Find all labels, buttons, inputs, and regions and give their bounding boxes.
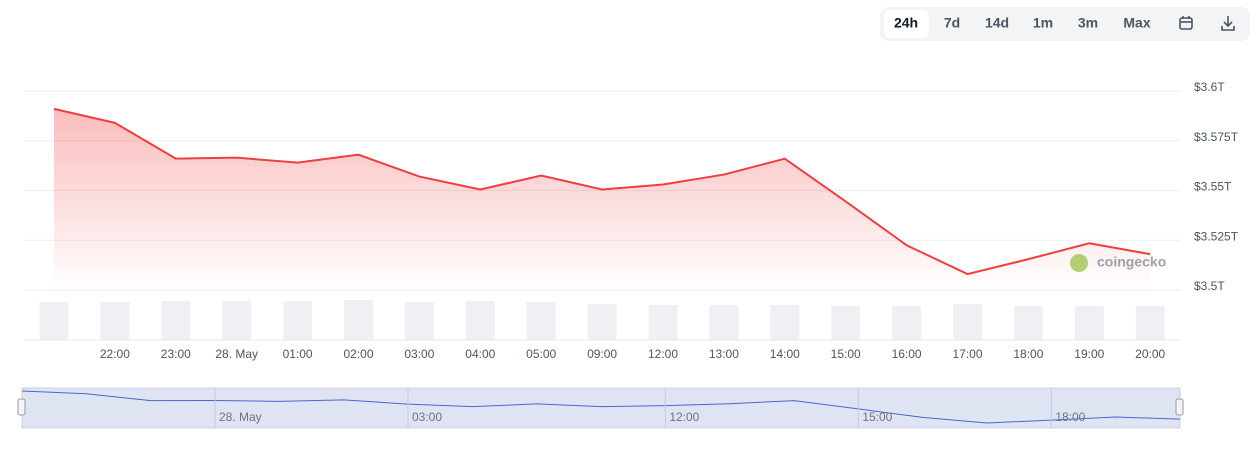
volume-bar (283, 301, 313, 340)
range-button[interactable]: 24h (894, 15, 918, 31)
volume-bar (404, 302, 434, 340)
volume-bar (344, 300, 373, 340)
x-tick-label: 20:00 (1135, 347, 1165, 361)
x-tick-label: 23:00 (161, 347, 191, 361)
range-button[interactable]: 14d (985, 15, 1009, 31)
range-button[interactable]: 3m (1078, 15, 1098, 31)
y-tick-label: $3.5T (1194, 279, 1225, 293)
volume-bar (465, 301, 495, 340)
x-tick-label: 13:00 (709, 347, 739, 361)
x-tick-label: 28. May (215, 347, 258, 361)
active-button-bg (884, 10, 929, 38)
volume-bar (100, 302, 130, 340)
x-tick-label: 02:00 (343, 347, 373, 361)
volume-bar (831, 306, 861, 340)
navigator-label: 18:00 (1055, 410, 1085, 424)
line (53, 107, 1151, 276)
x-tick-label: 18:00 (1013, 347, 1043, 361)
x-tick-label: 22:00 (100, 347, 130, 361)
area (54, 108, 1151, 290)
volume-bar (648, 305, 678, 340)
volume-bar (1013, 306, 1043, 340)
volume-bar (222, 301, 252, 340)
x-tick-label: 05:00 (526, 347, 556, 361)
x-tick-label: 04:00 (465, 347, 495, 361)
range-button[interactable]: Max (1123, 15, 1150, 31)
volume-bar (39, 302, 69, 340)
volume-bar (526, 302, 556, 340)
volume-bar (1074, 306, 1104, 340)
range-selector (880, 7, 1250, 41)
navigator-handle[interactable] (1175, 398, 1184, 416)
volume-bar (709, 305, 739, 340)
x-tick-label: 17:00 (952, 347, 982, 361)
calendar-icon[interactable] (1179, 16, 1193, 30)
volume-bar (1135, 306, 1165, 340)
x-tick-label: 15:00 (831, 347, 861, 361)
volume-bar (953, 304, 982, 340)
x-tick-label: 16:00 (892, 347, 922, 361)
x-tick-label: 03:00 (404, 347, 434, 361)
navigator-label: 15:00 (862, 410, 892, 424)
volume-bar (892, 306, 922, 340)
y-tick-label: $3.525T (1194, 229, 1239, 243)
x-tick-label: 12:00 (648, 347, 678, 361)
range-button[interactable]: 1m (1033, 15, 1053, 31)
x-tick-label: 14:00 (770, 347, 800, 361)
x-tick-label: 01:00 (283, 347, 313, 361)
volume-bar (770, 305, 800, 340)
download-icon[interactable] (1221, 16, 1235, 31)
x-tick-label: 09:00 (587, 347, 617, 361)
range-button[interactable]: 7d (944, 15, 960, 31)
volume-bar (587, 304, 617, 340)
navigator-label: 28. May (219, 410, 262, 424)
navigator-label: 12:00 (669, 410, 699, 424)
y-tick-label: $3.575T (1194, 130, 1239, 144)
volume-bar (161, 301, 191, 340)
navigator-handle[interactable] (17, 398, 26, 416)
y-tick-label: $3.55T (1194, 180, 1232, 194)
navigator-label: 03:00 (412, 410, 442, 424)
x-tick-label: 19:00 (1074, 347, 1104, 361)
y-tick-label: $3.6T (1194, 80, 1225, 94)
